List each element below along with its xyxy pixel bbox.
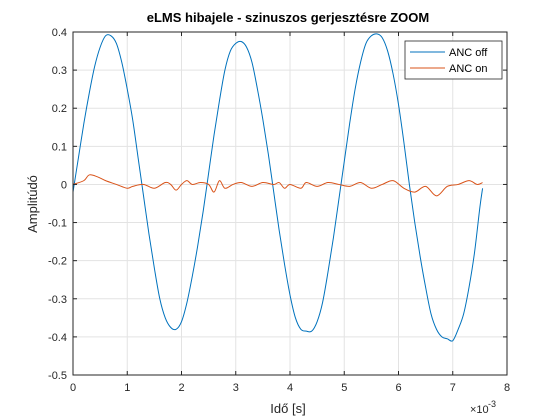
x-tick-label: 4	[287, 382, 293, 394]
series-layer	[72, 33, 484, 342]
x-tick-label: 3	[233, 382, 239, 394]
x-tick-label: 5	[341, 382, 347, 394]
chart-title: eLMS hibajele - szinuszos gerjesztésre Z…	[147, 10, 429, 25]
x-exponent-power: -3	[488, 399, 496, 409]
x-tick-label: 6	[395, 382, 401, 394]
x-tick-label: 8	[504, 382, 510, 394]
legend: ANC off ANC on	[404, 40, 503, 80]
y-tick-label: -0.2	[48, 256, 67, 268]
x-tick-label: 1	[124, 382, 130, 394]
tick-layer: 0 1 2 3 4 5 6 7 8 -0.5 -0.4 -0.3 -0.2 -0.1 0 0.1 0.2 0.3 0…	[48, 27, 510, 394]
x-axis-label: Idő [s]	[270, 401, 305, 416]
y-tick-label: 0	[61, 179, 67, 191]
legend-label-anc-off: ANC off	[449, 47, 488, 59]
x-tick-label: 2	[178, 382, 184, 394]
y-tick-label: -0.5	[48, 370, 67, 382]
x-exponent-base: ×10	[470, 404, 489, 416]
y-tick-label: -0.4	[48, 332, 67, 344]
y-tick-label: -0.1	[48, 218, 67, 230]
series-line-anc-on	[72, 174, 483, 197]
x-tick-label: 7	[450, 382, 456, 394]
legend-box	[404, 40, 503, 80]
y-tick-label: 0.1	[52, 141, 67, 153]
y-tick-label: -0.3	[48, 294, 67, 306]
x-exponent-label: ×10 -3	[470, 399, 496, 416]
x-tick-label: 0	[70, 382, 76, 394]
y-tick-label: 0.3	[52, 65, 67, 77]
legend-label-anc-on: ANC on	[449, 63, 488, 75]
y-tick-label: 0.2	[52, 103, 67, 115]
y-axis-label: Amplitúdó	[25, 175, 40, 233]
y-tick-label: 0.4	[52, 27, 67, 39]
